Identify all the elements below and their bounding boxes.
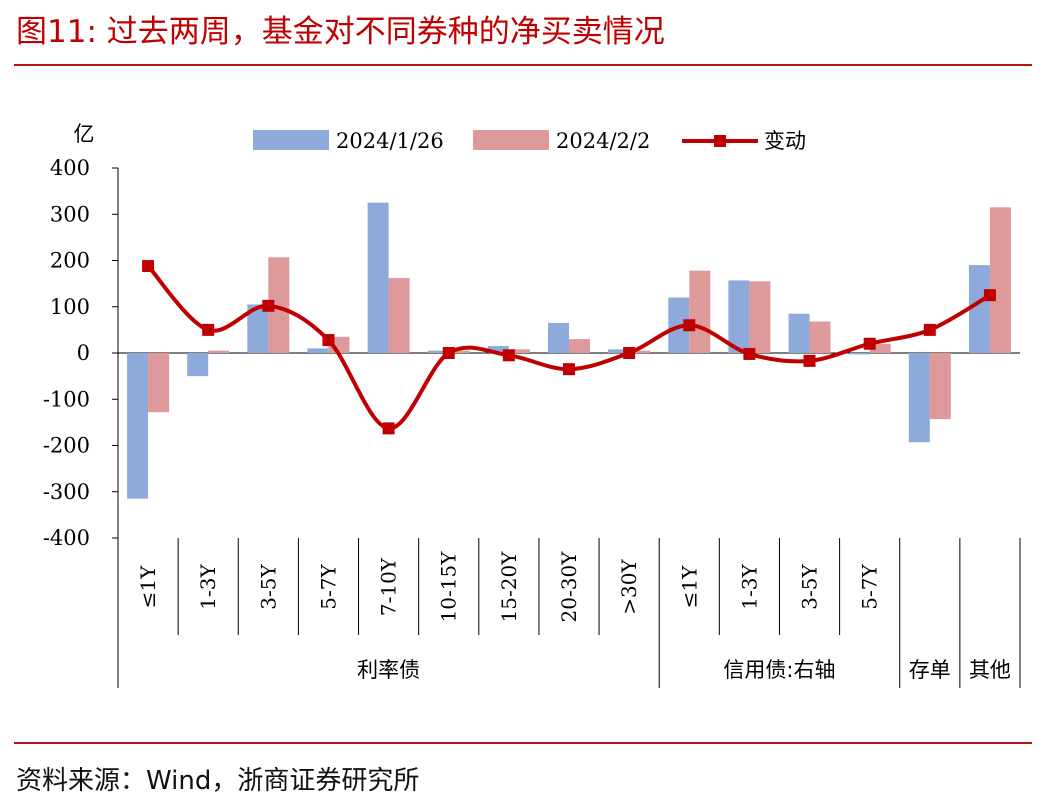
category-label: ≤1Y: [136, 565, 160, 608]
bar-2024-01-26: [367, 202, 389, 353]
bar-2024-02-02: [268, 257, 290, 353]
chart-legend: 2024/1/26 2024/2/2 变动: [253, 129, 806, 153]
y-tick-label: 400: [50, 156, 90, 180]
y-unit-label: 亿: [74, 122, 95, 146]
bar-2024-01-26: [788, 313, 810, 353]
y-tick-label: 0: [77, 341, 90, 365]
bar-2024-02-02: [569, 339, 590, 353]
bar-2024-02-02: [448, 350, 470, 353]
source-note: 资料来源：Wind，浙商证券研究所: [16, 766, 420, 796]
category-label: 15-20Y: [497, 551, 521, 623]
line-marker: [923, 323, 936, 336]
bar-2024-01-26: [728, 280, 750, 353]
legend-label-change: 变动: [764, 129, 806, 153]
legend-swatch-2024-01-26: [253, 130, 329, 150]
line-marker: [743, 347, 756, 360]
bar-2024-01-26: [608, 349, 630, 353]
bar-2024-02-02: [508, 349, 530, 353]
category-label: ≤1Y: [677, 565, 701, 608]
chart-line: [142, 260, 996, 435]
category-label: >30Y: [617, 559, 641, 615]
legend-swatch-2024-02-02: [473, 130, 549, 150]
bar-2024-01-26: [487, 346, 509, 353]
bar-2024-01-26: [848, 353, 870, 355]
line-marker: [983, 289, 996, 302]
group-label: 其他: [969, 658, 1011, 682]
line-marker: [442, 347, 455, 359]
y-tick-label: -200: [43, 434, 90, 458]
figure-title: 图11: 过去两周，基金对不同券种的净买卖情况: [16, 14, 665, 50]
line-marker: [683, 319, 696, 332]
line-marker: [803, 354, 816, 367]
line-marker: [863, 337, 876, 350]
bar-2024-01-26: [247, 304, 269, 353]
bar-2024-01-26: [968, 265, 990, 353]
bar-2024-02-02: [749, 281, 771, 353]
line-marker: [502, 349, 515, 362]
bar-2024-02-02: [929, 353, 951, 420]
category-label: 3-5Y: [798, 564, 822, 610]
category-label: 20-30Y: [557, 551, 581, 623]
bar-2024-01-26: [548, 322, 569, 353]
bar-2024-01-26: [908, 353, 930, 443]
category-label: 10-15Y: [437, 551, 461, 623]
bar-2024-01-26: [127, 353, 149, 499]
bar-2024-02-02: [869, 343, 891, 353]
bar-2024-02-02: [989, 207, 1011, 353]
line-marker: [623, 347, 636, 359]
category-label: 5-7Y: [858, 564, 882, 610]
group-label: 存单: [909, 658, 951, 682]
y-tick-label: 200: [50, 249, 90, 273]
bar-2024-02-02: [689, 270, 711, 353]
chart: 400 300 200 100 0 -100 -200 -300 -400 亿 ≤1Y 1-3Y 3-…: [43, 122, 1021, 688]
category-label: 7-10Y: [377, 557, 401, 616]
bar-2024-01-26: [427, 350, 449, 353]
bar-2024-02-02: [208, 350, 230, 353]
bar-2024-01-26: [187, 353, 209, 377]
line-marker: [202, 323, 215, 336]
series-line-change: [146, 264, 991, 431]
category-label: 1-3Y: [737, 564, 761, 610]
group-label: 信用债:右轴: [723, 658, 835, 682]
bar-2024-02-02: [388, 278, 410, 353]
legend-label-2024-01-26: 2024/1/26: [336, 129, 444, 153]
y-tick-label: -100: [43, 387, 90, 411]
title-divider: [14, 64, 1032, 66]
legend-marker-change: [714, 135, 726, 147]
group-label: 利率债: [357, 658, 420, 682]
bar-2024-02-02: [148, 353, 170, 413]
category-label: 1-3Y: [196, 564, 220, 610]
chart-bars: [127, 202, 1011, 499]
line-marker: [563, 363, 575, 376]
y-tick-label: -300: [43, 480, 90, 504]
line-marker: [262, 299, 275, 312]
bar-2024-01-26: [307, 348, 329, 353]
chart-axes: 400 300 200 100 0 -100 -200 -300 -400 亿: [43, 122, 1020, 550]
category-label: 3-5Y: [256, 564, 280, 610]
y-tick-label: 100: [50, 295, 90, 319]
line-marker: [142, 260, 155, 273]
category-axis: ≤1Y 1-3Y 3-5Y 5-7Y 7-10Y 10-15Y 15-20Y 20-30Y >3…: [117, 538, 1021, 688]
bar-2024-02-02: [809, 321, 831, 353]
bar-2024-02-02: [629, 350, 651, 353]
category-label: 5-7Y: [316, 564, 340, 610]
source-divider: [14, 742, 1032, 744]
line-marker: [322, 334, 335, 347]
legend-label-2024-02-02: 2024/2/2: [556, 129, 650, 153]
line-marker: [382, 422, 395, 435]
y-tick-label: 300: [50, 202, 90, 226]
y-tick-label: -400: [43, 526, 90, 550]
